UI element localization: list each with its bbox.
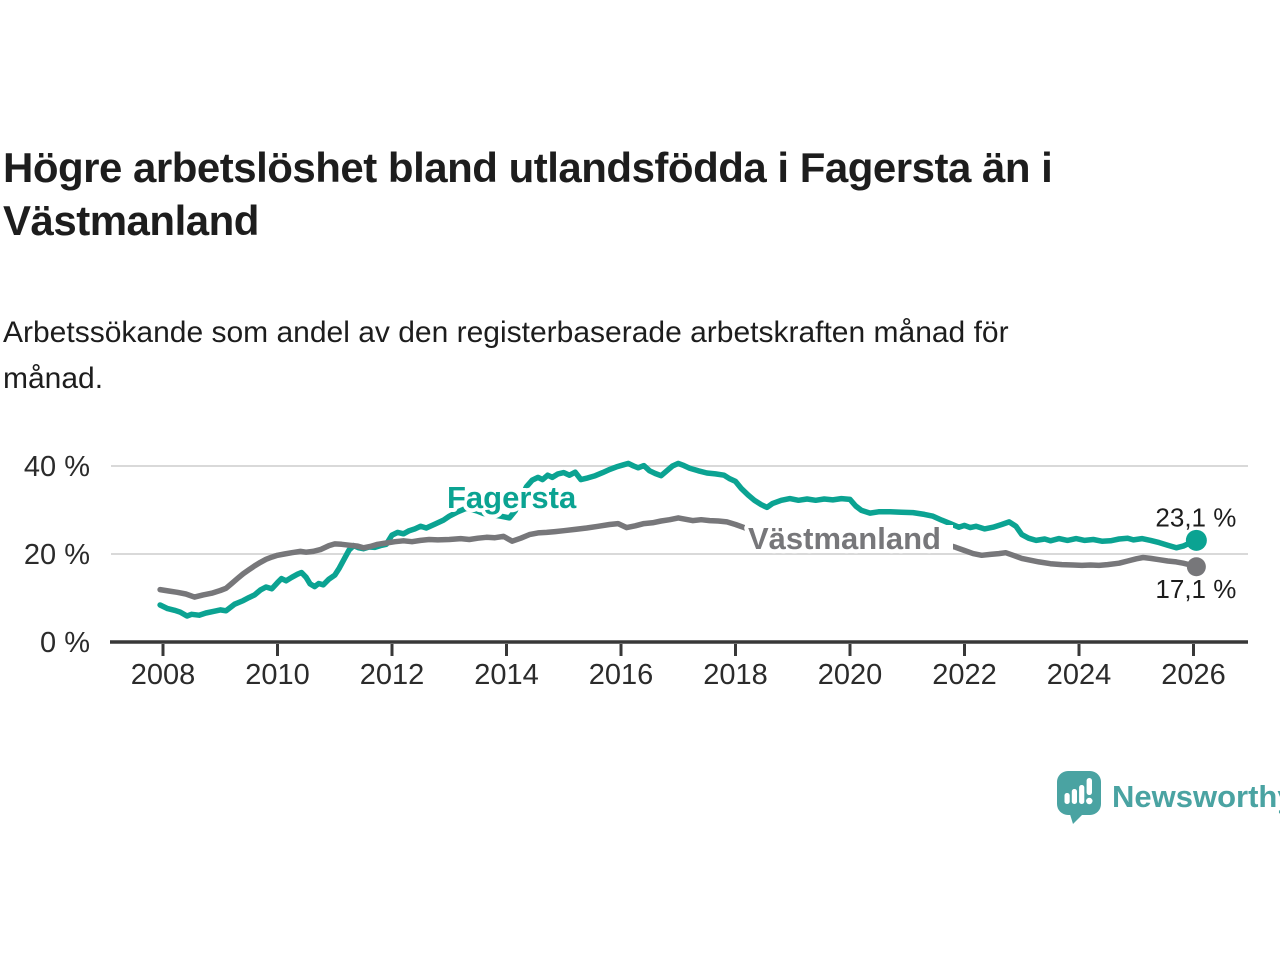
x-tick-label: 2008 [131,659,196,691]
newsworthy-logo: Newsworthy [1056,770,1280,824]
series-label-mask [745,525,953,553]
series-line-västmanland [157,515,1200,600]
series-line-fagersta [157,460,1200,619]
y-tick-label: 0 % [40,627,90,659]
chart-subtitle: Arbetssökande som andel av den registerb… [3,310,1223,402]
endpoint-value-labels: 23,1 % 17,1 % [1155,502,1236,603]
x-tick-label: 2024 [1047,659,1112,691]
chart-title-line2: Västmanland [3,197,259,244]
x-axis [110,640,1248,656]
y-tick-label: 20 % [24,539,90,571]
x-tick-label: 2018 [703,659,768,691]
x-tick-label: 2016 [589,659,654,691]
endpoint-label-fagersta: 23,1 % [1155,502,1236,532]
newsworthy-logo-text: Newsworthy [1112,779,1280,814]
y-axis-labels: 0 % 20 % 40 % [24,451,90,659]
chart-subtitle-line2: månad. [3,362,104,395]
x-tick-label: 2010 [245,659,310,691]
x-tick-label: 2026 [1161,659,1226,691]
chart-title: Högre arbetslöshet bland utlandsfödda i … [3,141,1243,247]
endpoint-dots [1185,529,1207,577]
endpoint-label-västmanland: 17,1 % [1155,574,1236,604]
series-labels: Fagersta Västmanland [443,476,953,560]
x-tick-label: 2012 [360,659,425,691]
chart-title-line1: Högre arbetslöshet bland utlandsfödda i … [3,144,1053,191]
chart-subtitle-line1: Arbetssökande som andel av den registerb… [3,316,1009,349]
speech-bubble-bar-chart-icon [1057,771,1101,824]
series-lines [157,460,1200,619]
series-label-västmanland: Västmanland [748,521,941,556]
x-tick-label: 2022 [932,659,997,691]
x-tick-label: 2020 [818,659,883,691]
y-tick-label: 40 % [24,451,90,483]
series-label-fagersta: Fagersta [447,480,577,515]
endpoint-dot-västmanland [1186,557,1206,577]
endpoint-dot-fagersta [1185,529,1207,551]
x-tick-label: 2014 [474,659,539,691]
x-axis-labels: 2008 2010 2012 2014 2016 2018 2020 2022 2024 2026 [131,659,1226,691]
